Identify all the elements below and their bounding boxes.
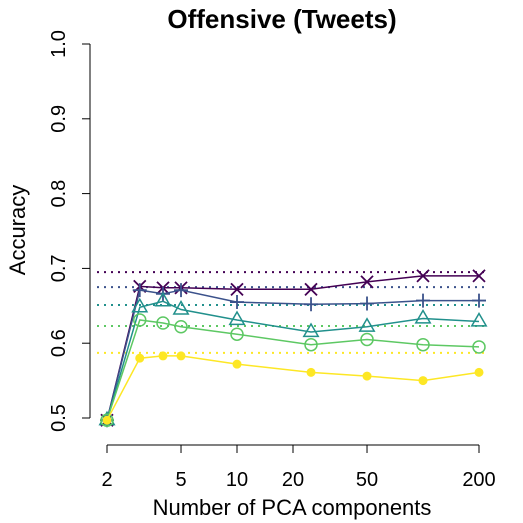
- series-0-point-7: [416, 269, 430, 283]
- series-1-point-8: [472, 293, 486, 308]
- series-3-point-0: [100, 413, 114, 427]
- series-0-point-8: [472, 269, 486, 283]
- y-tick-label-2: 0.7: [48, 254, 70, 282]
- series-2-point-6: [358, 317, 376, 332]
- chart-title: Offensive (Tweets): [167, 4, 396, 34]
- series-3-point-3: [174, 319, 188, 334]
- series-group: [98, 269, 488, 428]
- series-1-point-5: [304, 297, 319, 312]
- series-3-line: [106, 319, 480, 421]
- series-4-point-3: [176, 351, 186, 361]
- series-3-point-5: [304, 337, 318, 352]
- series-3-point-8: [472, 340, 486, 354]
- series-4-point-2: [158, 351, 168, 361]
- series-2: [98, 291, 488, 426]
- x-tick-label-4: 50: [356, 469, 378, 491]
- series-4: [102, 351, 484, 425]
- series-4-point-6: [362, 371, 372, 381]
- series-0-point-6: [360, 275, 374, 289]
- series-1-point-6: [360, 296, 375, 311]
- series-4-point-1: [135, 353, 145, 363]
- x-tick-label-0: 2: [101, 469, 112, 491]
- series-3-point-6: [360, 332, 374, 347]
- series-2-point-2: [154, 291, 172, 307]
- series-1-point-1: [132, 283, 147, 298]
- series-3-point-1: [133, 313, 147, 327]
- series-1-point-4: [230, 295, 245, 310]
- series-3: [100, 313, 486, 427]
- series-3-point-4: [230, 327, 244, 341]
- series-2-point-1: [131, 297, 149, 313]
- x-tick-label-1: 5: [175, 469, 186, 491]
- series-4-point-5: [306, 367, 316, 377]
- series-2-line: [106, 300, 480, 421]
- series-1-point-3: [174, 283, 189, 298]
- series-4-point-7: [418, 376, 428, 386]
- series-4-point-0: [102, 415, 112, 425]
- series-2-point-5: [302, 322, 320, 338]
- x-axis-label: Number of PCA components: [153, 495, 432, 520]
- series-3-point-2: [156, 316, 170, 330]
- series-4-point-4: [232, 359, 242, 369]
- series-0-point-5: [304, 282, 318, 296]
- series-2-point-4: [228, 310, 246, 326]
- series-4-point-8: [474, 367, 484, 377]
- y-axis-label: Accuracy: [5, 185, 30, 275]
- series-3-point-7: [416, 337, 430, 352]
- series-2-point-7: [414, 309, 432, 324]
- x-tick-label-2: 10: [226, 469, 248, 491]
- axes: 0.5 0.6 0.7 0.8 0.9 1.0 2 5 10 20 50 200: [48, 30, 496, 491]
- series-1-point-7: [416, 293, 431, 308]
- y-tick-label-0: 0.5: [48, 404, 70, 432]
- baselines: [97, 271, 489, 354]
- x-tick-label-3: 20: [282, 469, 304, 491]
- y-tick-label-3: 0.8: [48, 180, 70, 208]
- y-tick-label-1: 0.6: [48, 329, 70, 357]
- y-tick-label-5: 1.0: [48, 30, 70, 58]
- y-tick-label-4: 0.9: [48, 105, 70, 133]
- series-2-point-3: [172, 300, 190, 315]
- x-tick-label-5: 200: [462, 469, 495, 491]
- series-2-point-8: [470, 312, 488, 327]
- series-0-point-4: [230, 282, 244, 296]
